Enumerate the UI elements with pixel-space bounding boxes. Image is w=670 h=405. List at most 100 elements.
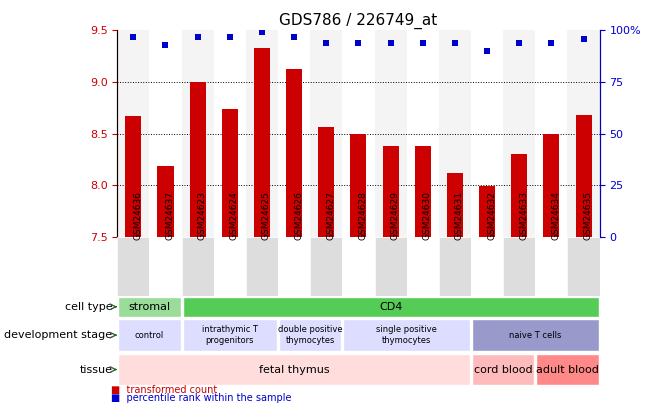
- Bar: [214, 30, 246, 237]
- Text: GSM24633: GSM24633: [519, 191, 528, 240]
- Point: [514, 40, 525, 46]
- Point: [160, 42, 171, 48]
- Bar: [383, 146, 399, 237]
- Bar: [254, 48, 270, 237]
- Title: GDS786 / 226749_at: GDS786 / 226749_at: [279, 13, 438, 29]
- Bar: [576, 115, 592, 237]
- Text: GSM24628: GSM24628: [358, 191, 367, 240]
- Bar: [503, 237, 535, 296]
- Text: development stage: development stage: [4, 330, 113, 340]
- Text: GSM24624: GSM24624: [230, 191, 239, 240]
- Bar: [407, 30, 439, 237]
- Point: [128, 33, 139, 40]
- Bar: [535, 237, 567, 296]
- Text: fetal thymus: fetal thymus: [259, 364, 330, 375]
- Point: [289, 33, 299, 40]
- Bar: [246, 237, 278, 296]
- Text: GSM24632: GSM24632: [487, 191, 496, 240]
- Bar: [310, 30, 342, 237]
- Text: ■  transformed count: ■ transformed count: [111, 385, 217, 395]
- Text: GSM24629: GSM24629: [391, 191, 399, 240]
- FancyBboxPatch shape: [182, 319, 277, 351]
- Bar: [447, 173, 463, 237]
- Bar: [471, 237, 503, 296]
- Bar: [471, 30, 503, 237]
- Point: [546, 40, 557, 46]
- Point: [224, 33, 235, 40]
- Bar: [342, 237, 375, 296]
- Bar: [182, 237, 214, 296]
- Bar: [246, 30, 278, 237]
- FancyBboxPatch shape: [472, 319, 599, 351]
- Text: stromal: stromal: [129, 302, 170, 312]
- Bar: [318, 128, 334, 237]
- Bar: [278, 237, 310, 296]
- Text: double positive
thymocytes: double positive thymocytes: [278, 326, 342, 345]
- Bar: [149, 30, 182, 237]
- Bar: [157, 166, 174, 237]
- Point: [578, 35, 589, 42]
- FancyBboxPatch shape: [536, 354, 599, 386]
- Bar: [117, 30, 149, 237]
- Text: tissue: tissue: [80, 364, 113, 375]
- Text: GSM24623: GSM24623: [198, 191, 206, 240]
- Text: GSM24627: GSM24627: [326, 191, 335, 240]
- Bar: [125, 116, 141, 237]
- Bar: [567, 30, 600, 237]
- Point: [192, 33, 203, 40]
- Bar: [415, 146, 431, 237]
- Text: GSM24630: GSM24630: [423, 191, 431, 240]
- Text: cell type: cell type: [65, 302, 113, 312]
- Point: [353, 40, 364, 46]
- Text: cord blood: cord blood: [474, 364, 533, 375]
- Text: adult blood: adult blood: [536, 364, 599, 375]
- Text: control: control: [135, 330, 164, 340]
- Text: GSM24635: GSM24635: [584, 191, 592, 240]
- Text: intrathymic T
progenitors: intrathymic T progenitors: [202, 326, 258, 345]
- FancyBboxPatch shape: [279, 319, 342, 351]
- FancyBboxPatch shape: [118, 354, 470, 386]
- Bar: [407, 237, 439, 296]
- Bar: [535, 30, 567, 237]
- Point: [257, 29, 267, 36]
- Bar: [375, 30, 407, 237]
- Text: naive T cells: naive T cells: [509, 330, 561, 340]
- Bar: [439, 237, 471, 296]
- Point: [482, 48, 492, 54]
- Bar: [286, 68, 302, 237]
- Text: GSM24631: GSM24631: [455, 191, 464, 240]
- Bar: [511, 154, 527, 237]
- Bar: [543, 134, 559, 237]
- Bar: [278, 30, 310, 237]
- FancyBboxPatch shape: [182, 296, 599, 317]
- Bar: [222, 109, 238, 237]
- Point: [450, 40, 460, 46]
- Text: GSM24637: GSM24637: [165, 191, 174, 240]
- Bar: [310, 237, 342, 296]
- Bar: [342, 30, 375, 237]
- Bar: [439, 30, 471, 237]
- FancyBboxPatch shape: [343, 319, 470, 351]
- Text: GSM24625: GSM24625: [262, 191, 271, 240]
- Text: GSM24634: GSM24634: [551, 191, 560, 240]
- Point: [321, 40, 332, 46]
- Bar: [182, 30, 214, 237]
- Bar: [190, 82, 206, 237]
- FancyBboxPatch shape: [118, 319, 181, 351]
- Bar: [375, 237, 407, 296]
- Bar: [149, 237, 182, 296]
- FancyBboxPatch shape: [472, 354, 535, 386]
- Bar: [350, 134, 366, 237]
- Bar: [503, 30, 535, 237]
- Bar: [567, 237, 600, 296]
- FancyBboxPatch shape: [118, 296, 181, 317]
- Text: GSM24636: GSM24636: [133, 191, 142, 240]
- Text: GSM24626: GSM24626: [294, 191, 303, 240]
- Point: [417, 40, 428, 46]
- Bar: [117, 237, 149, 296]
- Text: single positive
thymocytes: single positive thymocytes: [377, 326, 437, 345]
- Text: ■  percentile rank within the sample: ■ percentile rank within the sample: [111, 393, 291, 403]
- Bar: [479, 186, 495, 237]
- Bar: [214, 237, 246, 296]
- Point: [385, 40, 396, 46]
